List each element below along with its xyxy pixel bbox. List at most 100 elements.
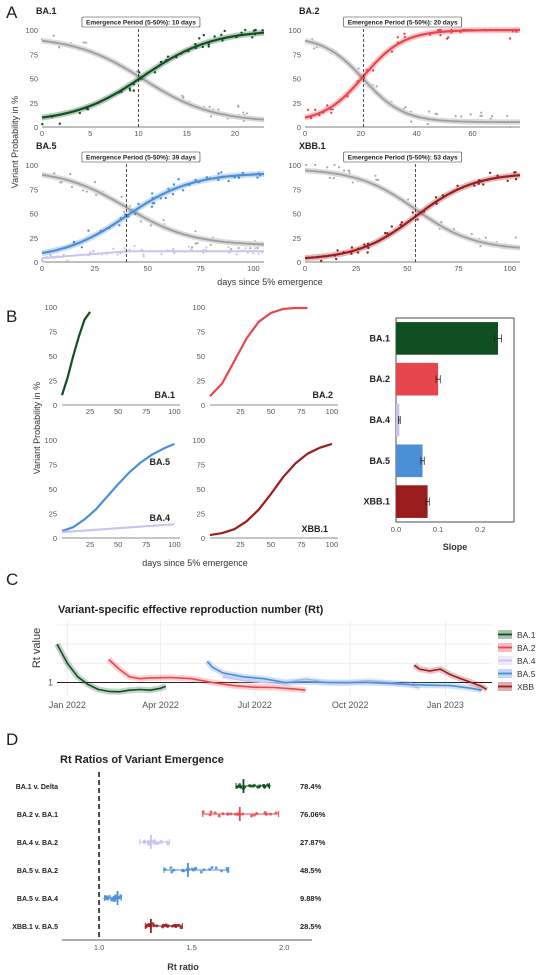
row-label: BA.5 v. BA.2 xyxy=(17,868,58,875)
row-label: XBB.1 v. BA.5 xyxy=(12,924,58,931)
y-tick-label: 0 xyxy=(297,258,301,267)
data-point-other xyxy=(84,41,88,44)
data-point-ba1 xyxy=(194,42,197,46)
panel-b-x-axis-label: days since 5% emergence xyxy=(142,558,248,568)
slope-bar-ba1 xyxy=(396,322,498,355)
x-tick-label: 1.0 xyxy=(94,943,104,952)
ratio-point xyxy=(252,813,256,817)
data-point-ba1 xyxy=(41,122,44,126)
data-point-ba5 xyxy=(181,189,185,192)
y-tick-label: 75 xyxy=(49,461,57,470)
panel-c-title: Variant-specific effective reproduction … xyxy=(58,604,324,616)
data-point-other xyxy=(490,115,494,118)
ratio-point xyxy=(255,812,259,816)
data-point-ba4 xyxy=(133,244,136,248)
ratio-point xyxy=(201,810,205,814)
ratio-point xyxy=(110,897,114,901)
ratio-point xyxy=(118,896,122,900)
data-point-other xyxy=(374,174,377,177)
data-point-ba2 xyxy=(508,37,512,40)
ratio-point xyxy=(229,812,233,816)
data-point-ba1 xyxy=(252,29,256,32)
slope-bar-ba2 xyxy=(396,362,439,396)
data-point-other xyxy=(181,94,184,98)
data-point-other xyxy=(59,181,62,184)
data-point-ba4 xyxy=(123,247,126,250)
data-point-other xyxy=(406,198,410,201)
data-point-ba4 xyxy=(227,246,230,249)
x-tick-label: Jul 2022 xyxy=(238,700,272,710)
x-tick-label: 20 xyxy=(357,129,365,138)
data-point-xbb1 xyxy=(411,211,415,214)
curve-ba5 xyxy=(61,442,175,533)
ratio-point xyxy=(266,783,270,787)
panel-a-y-axis-label: Variant Probability in % xyxy=(10,96,20,188)
data-point-ba1 xyxy=(213,35,216,38)
data-point-other xyxy=(460,115,463,118)
data-point-other xyxy=(242,111,245,114)
subplot-title: XBB.1 xyxy=(299,141,326,151)
data-point-ba2 xyxy=(318,114,321,117)
x-tick-label: 100 xyxy=(326,540,339,549)
ratio-point xyxy=(165,924,169,928)
data-point-ba4 xyxy=(42,260,46,263)
ratio-point xyxy=(241,812,245,816)
data-point-ba5 xyxy=(241,171,245,175)
x-tick-label: 100 xyxy=(504,264,517,273)
data-point-other xyxy=(375,85,378,88)
ratio-point xyxy=(210,866,214,870)
fit-line-other xyxy=(41,173,265,246)
data-point-other xyxy=(305,163,308,167)
y-tick-label: 25 xyxy=(30,99,38,108)
y-tick-label: 100 xyxy=(288,26,301,35)
ratio-point xyxy=(226,812,230,816)
slope-category-label: BA.5 xyxy=(369,456,390,466)
data-point-other xyxy=(120,195,123,198)
ratio-point xyxy=(220,869,224,873)
data-point-ba4 xyxy=(92,250,95,253)
annotation-box xyxy=(343,151,463,163)
data-point-other xyxy=(351,181,354,184)
data-point-ba2 xyxy=(330,111,333,114)
y-tick-label: 50 xyxy=(30,75,38,84)
y-tick-label: 25 xyxy=(49,377,57,386)
y-tick-label: 25 xyxy=(197,510,205,519)
data-point-xbb1 xyxy=(336,249,339,252)
data-point-other xyxy=(514,236,517,239)
data-point-ba5 xyxy=(159,197,163,200)
data-point-ba5 xyxy=(167,187,170,190)
data-point-other xyxy=(480,111,483,114)
ratio-point xyxy=(221,812,225,816)
ratio-point xyxy=(113,896,117,900)
annotation-text: Emergence Period (5-50%): 20 days xyxy=(348,20,458,27)
y-tick-label: 25 xyxy=(293,234,301,243)
data-point-other xyxy=(217,108,220,111)
y-tick-label: 100 xyxy=(192,303,205,312)
ratio-point xyxy=(214,866,218,870)
data-point-xbb1 xyxy=(350,252,353,255)
data-point-other xyxy=(343,169,346,172)
data-point-ba1 xyxy=(223,29,226,33)
ratio-point xyxy=(147,922,151,926)
ratio-point xyxy=(160,840,164,844)
panel-letter-a: A xyxy=(6,3,18,22)
x-tick-label: Jan 2023 xyxy=(427,700,464,710)
ratio-point xyxy=(199,870,203,874)
y-tick-label: 0 xyxy=(34,123,38,132)
data-point-ba5 xyxy=(151,201,155,205)
data-point-ba2 xyxy=(390,50,394,53)
y-tick-label: 0 xyxy=(34,258,38,267)
data-point-other xyxy=(434,112,437,115)
data-point-xbb1 xyxy=(384,231,387,235)
x-tick-label: 25 xyxy=(86,407,94,416)
panel-letter-b: B xyxy=(6,307,17,326)
panel-d-x-axis-label: Rt ratio xyxy=(167,962,199,972)
data-point-ba2 xyxy=(439,34,442,37)
y-tick-label: 50 xyxy=(197,352,205,361)
data-point-ba4 xyxy=(142,253,145,256)
data-point-other xyxy=(69,172,72,176)
ratio-point xyxy=(155,924,159,928)
data-point-xbb1 xyxy=(456,184,459,187)
data-point-ba2 xyxy=(325,104,329,107)
x-tick-label: 50 xyxy=(267,407,275,416)
